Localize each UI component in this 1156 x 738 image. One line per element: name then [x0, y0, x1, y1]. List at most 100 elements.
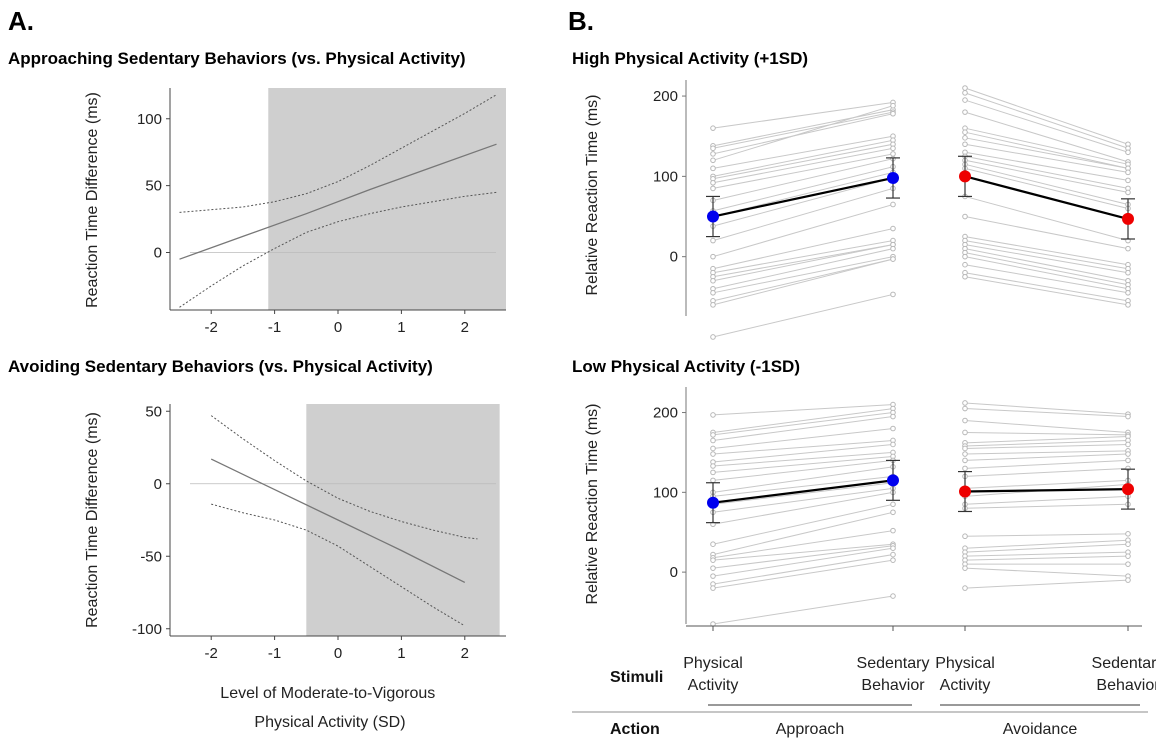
- participant-point: [890, 110, 896, 117]
- participant-point: [710, 302, 716, 308]
- participant-line: [964, 216, 1129, 250]
- x-axis-label: Level of Moderate-to-Vigorous Physical A…: [220, 685, 439, 731]
- participant-line: [712, 404, 894, 416]
- y-tick-label: 0: [670, 249, 678, 266]
- participant-point: [962, 457, 968, 464]
- panel-label-a: A.: [8, 6, 34, 36]
- participant-point: [1125, 451, 1131, 457]
- y-tick-label: -100: [132, 621, 162, 638]
- participant-line: [964, 533, 1129, 537]
- y-tick-label: -50: [140, 548, 162, 565]
- stimulus-category-label: Physical Activity: [683, 655, 743, 694]
- chart-title-avoid-sedentary: Avoiding Sedentary Behaviors (vs. Physic…: [8, 357, 433, 376]
- participant-line: [964, 248, 1129, 282]
- participant-point: [710, 179, 716, 186]
- participant-line: [964, 264, 1129, 294]
- participant-line: [712, 166, 894, 212]
- participant-point: [1125, 531, 1131, 537]
- participant-line: [712, 455, 894, 473]
- participant-line: [964, 236, 1129, 266]
- participant-line: [712, 248, 894, 290]
- participant-line: [712, 451, 894, 467]
- participant-point: [710, 145, 716, 152]
- participant-line: [964, 555, 1129, 561]
- participant-line: [712, 416, 894, 441]
- participant-point: [890, 509, 896, 516]
- participant-point: [962, 261, 968, 268]
- participant-line: [964, 137, 1129, 169]
- participant-line: [712, 256, 894, 294]
- participant-point: [962, 109, 968, 115]
- participant-line: [964, 276, 1129, 306]
- participant-point: [1125, 577, 1131, 583]
- stimulus-category-label-line: Sedentary: [857, 655, 930, 672]
- participant-point: [1125, 189, 1131, 196]
- mean-line: [712, 479, 894, 504]
- participant-line: [712, 147, 894, 184]
- x-tick-label: 1: [397, 319, 405, 336]
- participant-line: [964, 467, 1129, 477]
- participant-line: [712, 545, 894, 569]
- participant-line: [712, 258, 894, 306]
- participant-line: [964, 99, 1129, 153]
- participant-point: [710, 451, 716, 457]
- mean-point: [959, 485, 971, 498]
- participant-line: [712, 258, 894, 302]
- participant-line: [712, 559, 894, 589]
- participant-line: [964, 503, 1129, 509]
- participant-line: [964, 244, 1129, 274]
- mean-line: [964, 175, 1129, 220]
- mean-point: [959, 170, 971, 183]
- participant-line: [712, 101, 894, 129]
- participant-point: [890, 501, 896, 508]
- participant-line: [964, 256, 1129, 290]
- participant-line: [964, 159, 1129, 193]
- y-tick-label: 100: [653, 484, 678, 501]
- participant-line: [964, 459, 1129, 469]
- participant-line: [964, 439, 1129, 447]
- participant-point: [710, 585, 716, 591]
- mean-line: [712, 176, 894, 218]
- participant-line: [964, 155, 1129, 189]
- participant-point: [962, 405, 968, 412]
- mean-line: [964, 488, 1129, 493]
- x-axis-label-line-1: Level of Moderate-to-Vigorous: [220, 685, 435, 702]
- participant-line: [712, 443, 894, 463]
- participant-point: [962, 129, 968, 135]
- participant-line: [964, 87, 1129, 145]
- y-tick-label: 200: [653, 88, 678, 105]
- participant-point: [710, 253, 716, 260]
- x-tick-label: -2: [205, 319, 218, 336]
- y-tick-label: 100: [137, 111, 162, 128]
- participant-point: [890, 145, 896, 152]
- participant-point: [710, 437, 716, 444]
- series-upper_ci: [210, 415, 478, 540]
- chart-approach-sedentary: -2 -1 0 1 2 0 50 100: [137, 88, 506, 336]
- participant-point: [710, 151, 716, 157]
- participant-line: [712, 595, 894, 625]
- series-estimate: [210, 458, 466, 583]
- participant-line: [712, 408, 894, 433]
- participant-line: [712, 511, 894, 556]
- participant-point: [710, 541, 716, 548]
- y-tick-label: 0: [154, 244, 162, 261]
- participant-line: [712, 111, 894, 149]
- y-tick-label: 50: [145, 403, 162, 420]
- participant-point: [890, 441, 896, 448]
- participant-line: [964, 579, 1129, 589]
- participant-point: [710, 185, 716, 192]
- series-upper_ci: [179, 94, 497, 213]
- x-tick-label: 2: [461, 645, 469, 662]
- x-tick-label: 2: [461, 319, 469, 336]
- participant-line: [712, 554, 894, 585]
- participant-point: [890, 593, 896, 599]
- participant-line: [712, 143, 894, 180]
- participant-point: [710, 463, 716, 469]
- x-tick-label: -1: [268, 645, 281, 662]
- participant-line: [964, 551, 1129, 557]
- participant-line: [712, 466, 894, 493]
- y-axis-label-b1: Relative Reaction Time (ms): [584, 95, 601, 296]
- participant-line: [964, 420, 1129, 433]
- participant-point: [1125, 441, 1131, 448]
